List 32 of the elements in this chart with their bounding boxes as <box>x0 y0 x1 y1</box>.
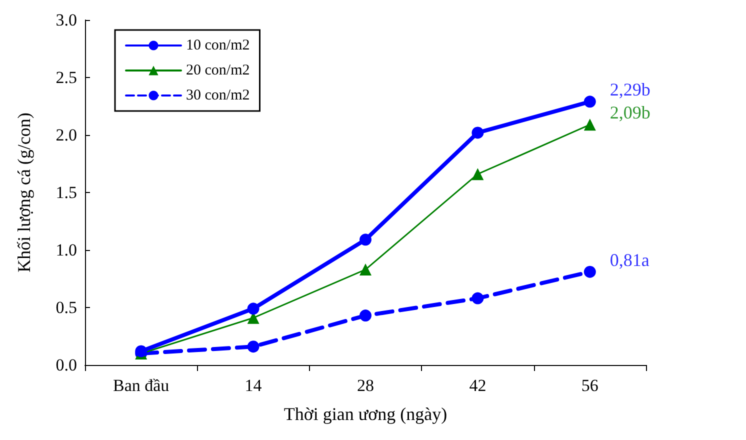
point <box>247 340 260 353</box>
x-tick-label: Ban đầu <box>113 376 170 395</box>
x-axis-title: Thời gian ương (ngày) <box>284 404 448 424</box>
annotation: 0,81a <box>610 250 650 270</box>
legend-label: 30 con/m2 <box>186 88 250 104</box>
y-axis-title: Khối lượng cá (g/con) <box>14 112 34 272</box>
point <box>584 266 596 278</box>
point <box>472 126 484 139</box>
y-tick-label: 1.0 <box>56 240 77 260</box>
point <box>472 168 484 180</box>
y-tick-label: 0.0 <box>56 356 77 374</box>
point <box>360 310 372 322</box>
point <box>472 292 484 304</box>
point <box>584 118 596 131</box>
point <box>584 96 596 108</box>
y-tick-label: 2.5 <box>56 68 77 87</box>
y-tick-label: 3.0 <box>56 10 77 30</box>
annotation: 2,09b <box>610 102 650 123</box>
point <box>247 302 260 315</box>
x-tick-label: 28 <box>357 376 374 395</box>
point <box>360 264 372 276</box>
y-tick-label: 2.0 <box>56 126 77 144</box>
point <box>135 345 148 358</box>
x-tick-label: 14 <box>244 376 262 395</box>
point <box>360 234 372 246</box>
legend-label: 10 con/m2 <box>186 38 250 54</box>
y-tick-label: 1.5 <box>56 183 77 202</box>
x-tick-label: 56 <box>581 376 598 395</box>
x-tick-label: 42 <box>469 376 486 395</box>
annotation: 2,29b <box>610 80 650 100</box>
legend-label: 20 con/m2 <box>186 62 250 78</box>
y-tick-label: 0.5 <box>56 298 77 317</box>
